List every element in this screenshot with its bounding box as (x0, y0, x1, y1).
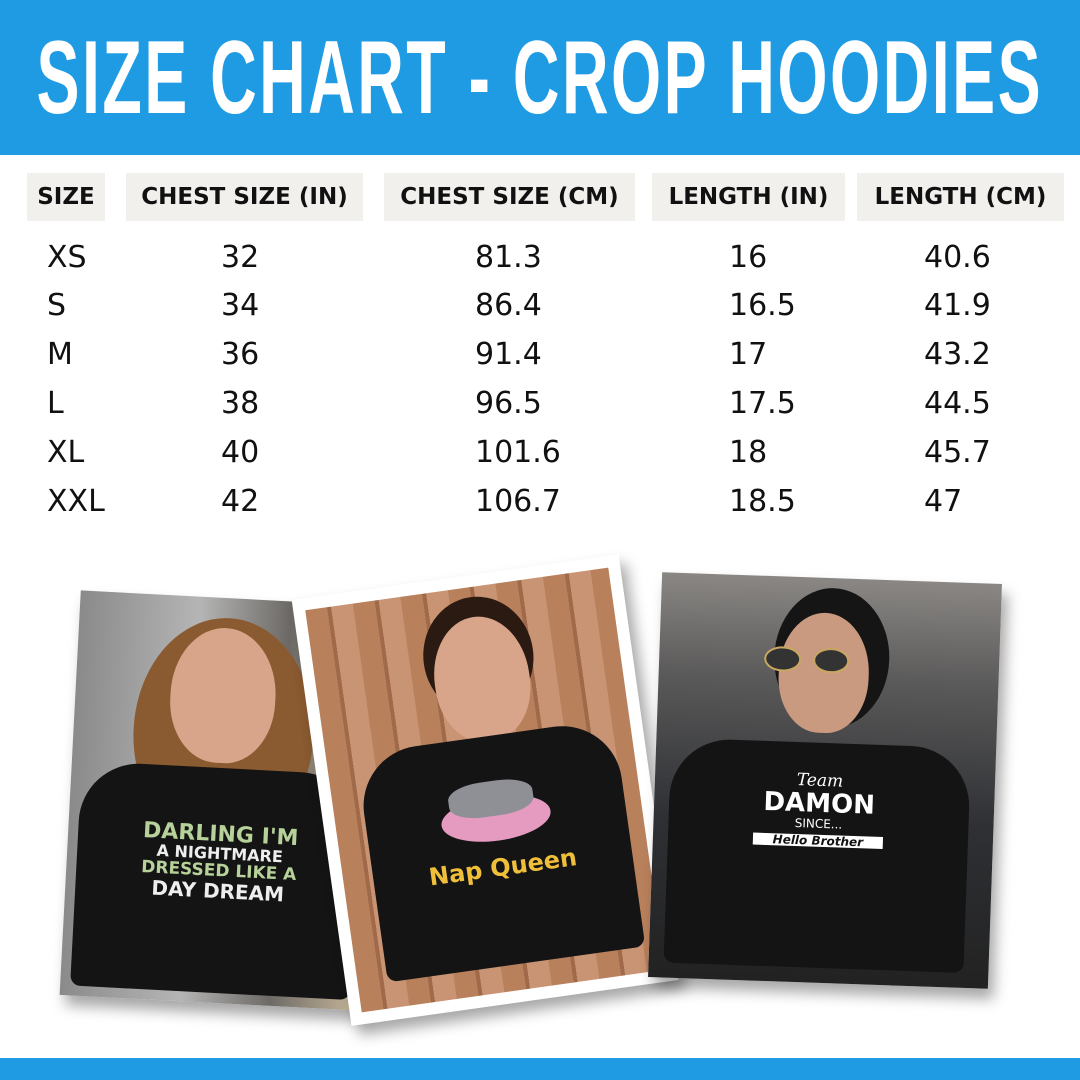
table-cell: 38 (221, 386, 260, 421)
column-header: CHEST SIZE (CM) (384, 173, 635, 221)
table-cell: 42 (221, 484, 260, 519)
table-cell: XXL (47, 484, 105, 519)
table-cell: 45.7 (924, 435, 991, 470)
column-header: SIZE (27, 173, 105, 221)
table-cell: 17.5 (729, 386, 796, 421)
table-cell: 40.6 (924, 240, 991, 275)
table-cell: 16.5 (729, 288, 796, 323)
table-cell: 18.5 (729, 484, 796, 519)
table-cell: 17 (729, 337, 768, 372)
sunglasses-icon (763, 645, 850, 674)
table-cell: 32 (221, 240, 260, 275)
column-header: LENGTH (CM) (857, 173, 1064, 221)
hoodie-print-line: Hello Brother (752, 832, 884, 850)
table-cell: L (47, 386, 64, 421)
table-cell: 106.7 (475, 484, 561, 519)
table-cell: 91.4 (475, 337, 542, 372)
table-cell: XL (47, 435, 85, 470)
table-cell: 34 (221, 288, 260, 323)
table-cell: 36 (221, 337, 260, 372)
table-cell: 16 (729, 240, 768, 275)
table-cell: 101.6 (475, 435, 561, 470)
table-cell: 86.4 (475, 288, 542, 323)
table-cell: 81.3 (475, 240, 542, 275)
table-cell: 96.5 (475, 386, 542, 421)
table-cell: 40 (221, 435, 260, 470)
footer-bar (0, 1058, 1080, 1080)
product-photo-nap-queen: Nap Queen (291, 554, 679, 1026)
title-banner: SIZE CHART - CROP HOODIES (0, 0, 1080, 155)
table-cell: 18 (729, 435, 768, 470)
column-header: LENGTH (IN) (652, 173, 845, 221)
table-cell: XS (47, 240, 87, 275)
table-cell: 47 (924, 484, 963, 519)
table-cell: 43.2 (924, 337, 991, 372)
column-header: CHEST SIZE (IN) (126, 173, 363, 221)
table-cell: 44.5 (924, 386, 991, 421)
table-cell: S (47, 288, 67, 323)
table-cell: M (47, 337, 73, 372)
page-title: SIZE CHART - CROP HOODIES (36, 19, 1044, 136)
table-cell: 41.9 (924, 288, 991, 323)
hoodie-print-line: DAMON (762, 786, 876, 821)
product-photo-team-damon: Team DAMON SINCE... Hello Brother (648, 572, 1002, 989)
